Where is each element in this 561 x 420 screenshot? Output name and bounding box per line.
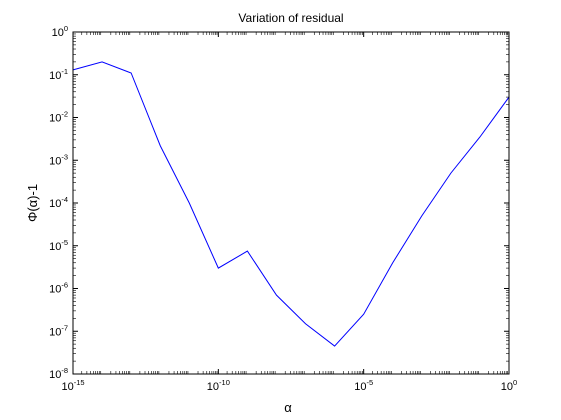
y-tick-label: 100 xyxy=(52,24,68,39)
x-tick-label-exponent: 0 xyxy=(513,378,517,387)
y-tick-label: 10-3 xyxy=(49,152,68,167)
y-tick-label: 10-8 xyxy=(49,366,68,381)
y-tick-label-base: 10 xyxy=(49,198,61,210)
y-tick-label: 10-2 xyxy=(49,110,68,125)
y-tick-label-base: 10 xyxy=(49,369,61,381)
y-tick-label-exponent: 0 xyxy=(64,24,68,33)
x-tick-label: 10-15 xyxy=(61,378,84,393)
x-tick-label: 10-5 xyxy=(354,378,373,393)
x-tick-label-exponent: -5 xyxy=(366,378,373,387)
y-tick-label: 10-4 xyxy=(49,195,68,210)
y-tick-label-exponent: -5 xyxy=(61,238,68,247)
y-tick-label-exponent: -3 xyxy=(61,152,68,161)
x-tick-label-base: 10 xyxy=(354,381,366,393)
y-tick-label-base: 10 xyxy=(49,326,61,338)
x-tick-label: 10-10 xyxy=(207,378,230,393)
y-tick-label-exponent: -6 xyxy=(61,281,68,290)
x-tick-label: 100 xyxy=(501,378,517,393)
y-tick-label-exponent: -1 xyxy=(61,67,68,76)
y-tick-label-exponent: -8 xyxy=(61,366,68,375)
tick-labels-layer: 10-15 10-10 10-5 10010-810-710-610-510-410-… xyxy=(49,24,517,393)
y-tick-label-base: 10 xyxy=(52,27,64,39)
y-tick-label-base: 10 xyxy=(49,113,61,125)
y-tick-label-exponent: -7 xyxy=(61,323,68,332)
x-tick-label-exponent: -15 xyxy=(74,378,85,387)
y-tick-label-exponent: -2 xyxy=(61,110,68,119)
y-tick-label: 10-7 xyxy=(49,323,68,338)
x-tick-label-base: 10 xyxy=(61,381,73,393)
y-tick-label-base: 10 xyxy=(49,155,61,167)
x-tick-label-base: 10 xyxy=(501,381,513,393)
y-tick-label-base: 10 xyxy=(49,70,61,82)
y-tick-label: 10-1 xyxy=(49,67,68,82)
plot-area xyxy=(73,32,509,374)
x-tick-label-base: 10 xyxy=(207,381,219,393)
y-tick-label-base: 10 xyxy=(49,284,61,296)
plot-frame xyxy=(72,31,510,375)
x-axis-label: α xyxy=(284,400,292,415)
y-tick-label-base: 10 xyxy=(49,241,61,253)
y-axis-label: Φ(α)-1 xyxy=(25,184,40,222)
x-tick-label-exponent: -10 xyxy=(219,378,230,387)
y-tick-label: 10-6 xyxy=(49,281,68,296)
series-line xyxy=(72,61,510,347)
y-tick-label: 10-5 xyxy=(49,238,68,253)
series-layer xyxy=(72,61,510,347)
chart-title: Variation of residual xyxy=(238,11,343,25)
y-tick-label-exponent: -4 xyxy=(61,195,68,204)
